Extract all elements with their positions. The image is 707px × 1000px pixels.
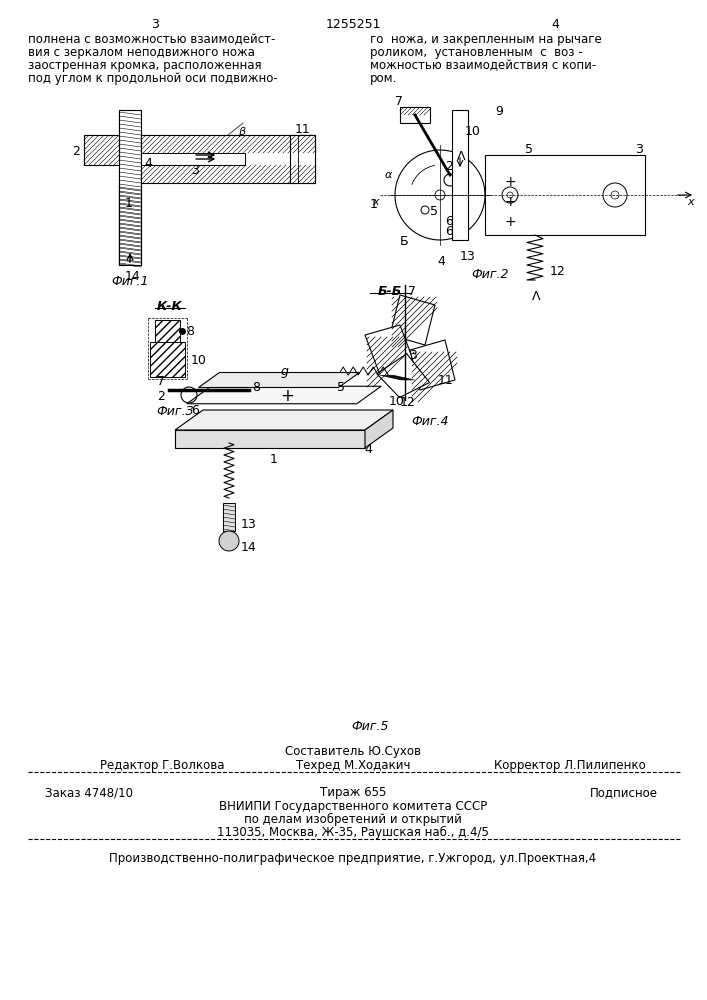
Text: Λ: Λ <box>532 290 540 303</box>
Text: по делам изобретений и открытий: по делам изобретений и открытий <box>244 813 462 826</box>
Polygon shape <box>365 325 415 375</box>
Text: 2: 2 <box>157 390 165 403</box>
Text: Техред М.Ходакич: Техред М.Ходакич <box>296 759 410 772</box>
Bar <box>485 155 645 235</box>
Text: 11: 11 <box>295 123 311 136</box>
Bar <box>290 135 315 183</box>
Text: 8: 8 <box>252 381 259 394</box>
Text: ВНИИПИ Государственного комитета СССР: ВНИИПИ Государственного комитета СССР <box>219 800 487 813</box>
Text: 1: 1 <box>125 197 133 210</box>
Text: 10: 10 <box>465 125 481 138</box>
Text: Λ: Λ <box>457 150 465 163</box>
Text: 3: 3 <box>191 164 199 177</box>
Bar <box>400 107 430 123</box>
Polygon shape <box>377 354 429 397</box>
Bar <box>452 110 468 240</box>
Text: 12: 12 <box>399 395 415 408</box>
Text: го  ножа, и закрепленным на рычаге: го ножа, и закрепленным на рычаге <box>370 33 602 46</box>
Text: Составитель Ю.Сухов: Составитель Ю.Сухов <box>285 745 421 758</box>
Text: 12: 12 <box>550 265 566 278</box>
Polygon shape <box>175 410 393 430</box>
Text: Фиг.З: Фиг.З <box>156 405 194 418</box>
Text: Корректор Л.Пилипенко: Корректор Л.Пилипенко <box>494 759 646 772</box>
Text: можностью взаимодействия с копи-: можностью взаимодействия с копи- <box>370 59 596 72</box>
Text: Фиг.4: Фиг.4 <box>411 415 449 428</box>
Polygon shape <box>175 430 365 448</box>
Bar <box>150 342 185 377</box>
Text: 113035, Москва, Ж-35, Раушская наб., д.4/5: 113035, Москва, Ж-35, Раушская наб., д.4… <box>217 826 489 839</box>
Bar <box>141 153 245 165</box>
Text: роликом,  установленным  с  воз -: роликом, установленным с воз - <box>370 46 583 59</box>
Text: g: g <box>281 365 289 378</box>
Text: x: x <box>372 197 379 207</box>
Text: 1: 1 <box>370 198 378 211</box>
Text: 3: 3 <box>409 349 416 362</box>
Text: заостренная кромка, расположенная: заостренная кромка, расположенная <box>28 59 262 72</box>
Text: 9: 9 <box>495 105 503 118</box>
Text: 5: 5 <box>525 143 533 156</box>
Text: 5: 5 <box>337 381 345 394</box>
Text: 8: 8 <box>186 325 194 338</box>
Text: 4: 4 <box>144 157 152 170</box>
Polygon shape <box>199 372 359 387</box>
Text: 4: 4 <box>437 255 445 268</box>
Text: 7: 7 <box>395 95 403 108</box>
Text: Фиг.2: Фиг.2 <box>472 268 509 281</box>
Text: +: + <box>280 387 294 405</box>
Bar <box>141 135 315 183</box>
Text: 7: 7 <box>408 285 416 298</box>
Text: +: + <box>505 175 517 189</box>
Bar <box>223 503 235 531</box>
Text: 4: 4 <box>364 443 372 456</box>
Text: 14: 14 <box>241 541 257 554</box>
Text: 6: 6 <box>191 404 199 417</box>
Text: 2: 2 <box>72 145 80 158</box>
Text: вия с зеркалом неподвижного ножа: вия с зеркалом неподвижного ножа <box>28 46 255 59</box>
Text: ром.: ром. <box>370 72 397 85</box>
Bar <box>119 110 141 265</box>
Text: 13: 13 <box>241 518 257 531</box>
Text: Подписное: Подписное <box>590 786 658 799</box>
Text: Б: Б <box>400 235 409 248</box>
Text: К-К: К-К <box>157 300 183 313</box>
Text: 3: 3 <box>151 18 159 31</box>
Bar <box>84 135 119 165</box>
Text: Б-Б: Б-Б <box>378 285 402 298</box>
Text: полнена с возможностью взаимодейст-: полнена с возможностью взаимодейст- <box>28 33 275 46</box>
Text: 10: 10 <box>389 395 405 408</box>
Text: α: α <box>385 170 392 180</box>
Text: +: + <box>505 195 517 209</box>
Text: 4: 4 <box>551 18 559 31</box>
Text: под углом к продольной оси подвижно-: под углом к продольной оси подвижно- <box>28 72 278 85</box>
Text: β: β <box>238 127 245 137</box>
Text: 1255251: 1255251 <box>325 18 381 31</box>
Text: 11: 11 <box>438 374 453 387</box>
Text: 6: 6 <box>445 215 453 228</box>
Polygon shape <box>410 340 455 390</box>
Circle shape <box>219 531 239 551</box>
Polygon shape <box>187 386 381 404</box>
Polygon shape <box>390 295 435 345</box>
Text: 3: 3 <box>635 143 643 156</box>
Text: x: x <box>687 197 694 207</box>
Text: Фиг.5: Фиг.5 <box>351 720 389 733</box>
Text: Фиг.1: Фиг.1 <box>111 275 148 288</box>
Text: 2: 2 <box>445 160 453 173</box>
Text: 6: 6 <box>445 225 453 238</box>
Text: 10: 10 <box>191 354 207 367</box>
Text: 14: 14 <box>125 270 141 283</box>
Text: Заказ 4748/10: Заказ 4748/10 <box>45 786 133 799</box>
Text: Тираж 655: Тираж 655 <box>320 786 386 799</box>
Text: 1: 1 <box>270 453 278 466</box>
Text: 5: 5 <box>430 205 438 218</box>
Bar <box>155 320 180 342</box>
Text: 7: 7 <box>157 375 165 388</box>
Text: Производственно-полиграфическое предприятие, г.Ужгород, ул.Проектная,4: Производственно-полиграфическое предприя… <box>110 852 597 865</box>
Polygon shape <box>365 410 393 448</box>
Text: 13: 13 <box>460 250 476 263</box>
Text: Редактор Г.Волкова: Редактор Г.Волкова <box>100 759 225 772</box>
Text: +: + <box>505 215 517 229</box>
